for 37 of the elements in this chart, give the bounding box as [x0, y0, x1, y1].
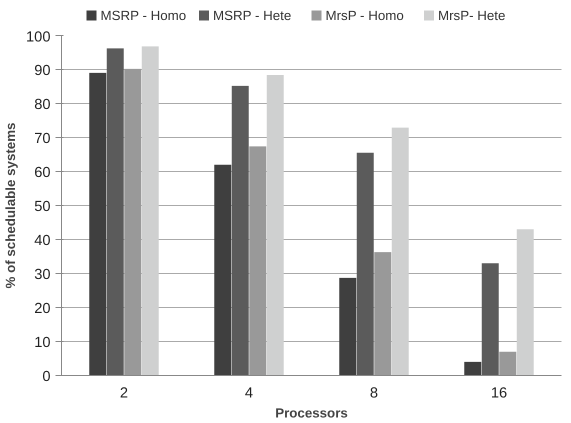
bar — [249, 146, 266, 376]
y-tick-label: 40 — [34, 233, 51, 249]
legend-label: MrsP- Hete — [438, 8, 506, 23]
bar — [499, 352, 516, 376]
x-tick-label: 16 — [490, 386, 508, 402]
bar — [356, 152, 374, 376]
y-tick-label: 10 — [34, 335, 51, 351]
y-tick-label: 90 — [34, 63, 51, 79]
y-tick-label: 100 — [26, 30, 51, 46]
bar — [142, 46, 159, 376]
bar — [339, 278, 356, 376]
x-tick-label: 8 — [370, 386, 378, 402]
bar — [464, 362, 482, 376]
bar — [266, 74, 284, 376]
x-axis-title: Processors — [275, 406, 348, 420]
y-tick-label: 70 — [34, 131, 51, 147]
y-axis-title: % of schedulable systems — [3, 122, 18, 288]
x-tick-label: 2 — [120, 386, 128, 402]
bar — [106, 48, 124, 376]
bar — [516, 229, 534, 376]
bar — [214, 164, 232, 376]
y-tick-label: 60 — [34, 165, 51, 181]
y-tick-label: 20 — [34, 301, 51, 317]
y-tick-label: 30 — [34, 267, 51, 283]
legend-label: MSRP - Hete — [213, 8, 292, 23]
bar — [374, 252, 392, 376]
y-tick-label: 50 — [34, 199, 51, 215]
bar — [392, 128, 409, 376]
legend-label: MrsP - Homo — [326, 8, 404, 23]
bar — [482, 263, 499, 376]
bar — [232, 86, 249, 376]
x-tick-label: 4 — [244, 386, 254, 402]
legend-label: MSRP - Homo — [100, 8, 186, 23]
y-tick-label: 80 — [34, 97, 51, 113]
bar — [89, 72, 106, 376]
bar — [124, 68, 142, 376]
y-tick-label: 0 — [42, 369, 51, 385]
